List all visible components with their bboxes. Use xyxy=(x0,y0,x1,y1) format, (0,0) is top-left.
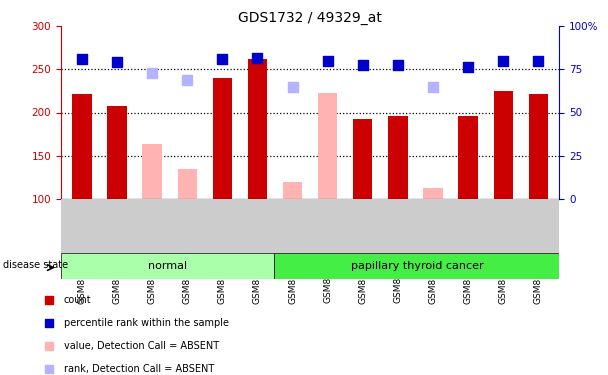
Bar xyxy=(274,253,559,279)
Point xyxy=(182,77,192,83)
Bar xyxy=(423,188,443,199)
Bar xyxy=(528,94,548,199)
Point xyxy=(44,297,54,303)
Bar xyxy=(388,116,407,199)
Text: normal: normal xyxy=(148,261,187,271)
Bar xyxy=(178,169,197,199)
Point xyxy=(44,366,54,372)
Point xyxy=(428,84,438,90)
Bar xyxy=(61,253,274,279)
Bar xyxy=(142,144,162,199)
Bar xyxy=(213,78,232,199)
Point xyxy=(288,84,297,90)
Text: disease state: disease state xyxy=(3,260,68,270)
Point xyxy=(393,62,402,68)
Bar xyxy=(72,93,92,199)
Point xyxy=(218,56,227,62)
Point xyxy=(499,58,508,64)
Bar xyxy=(247,59,267,199)
Bar xyxy=(494,91,513,199)
Point xyxy=(358,62,368,68)
Text: value, Detection Call = ABSENT: value, Detection Call = ABSENT xyxy=(64,341,219,351)
Point xyxy=(112,60,122,66)
Text: papillary thyroid cancer: papillary thyroid cancer xyxy=(351,261,483,271)
Point xyxy=(252,55,262,61)
Title: GDS1732 / 49329_at: GDS1732 / 49329_at xyxy=(238,11,382,25)
Bar xyxy=(353,119,372,199)
Text: count: count xyxy=(64,296,91,305)
Text: rank, Detection Call = ABSENT: rank, Detection Call = ABSENT xyxy=(64,364,214,374)
Point xyxy=(533,58,543,64)
Bar xyxy=(283,182,302,199)
Bar xyxy=(108,106,126,199)
Point xyxy=(77,56,87,62)
Point xyxy=(44,320,54,326)
Point xyxy=(463,64,473,70)
Point xyxy=(147,70,157,76)
Text: percentile rank within the sample: percentile rank within the sample xyxy=(64,318,229,328)
Bar xyxy=(458,116,478,199)
Bar xyxy=(318,93,337,199)
Point xyxy=(44,344,54,350)
Point xyxy=(323,58,333,64)
